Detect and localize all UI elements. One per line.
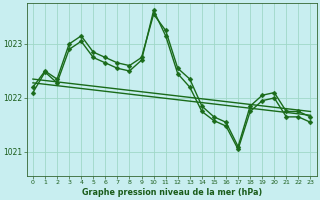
X-axis label: Graphe pression niveau de la mer (hPa): Graphe pression niveau de la mer (hPa): [82, 188, 262, 197]
